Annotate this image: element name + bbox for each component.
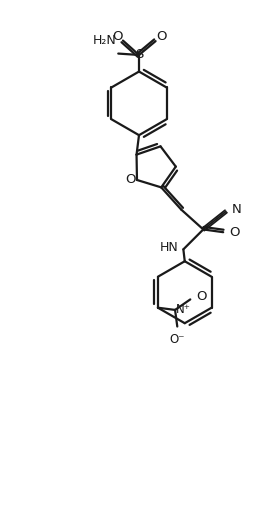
- Text: O: O: [196, 290, 206, 303]
- Text: O: O: [112, 30, 123, 43]
- Text: O⁻: O⁻: [170, 333, 185, 345]
- Text: HN: HN: [160, 242, 178, 254]
- Text: S: S: [135, 49, 143, 61]
- Text: H₂N: H₂N: [93, 34, 117, 48]
- Text: N⁺: N⁺: [176, 303, 190, 316]
- Text: N: N: [232, 203, 242, 216]
- Text: O: O: [125, 173, 135, 187]
- Text: O: O: [229, 226, 240, 239]
- Text: O: O: [157, 31, 167, 43]
